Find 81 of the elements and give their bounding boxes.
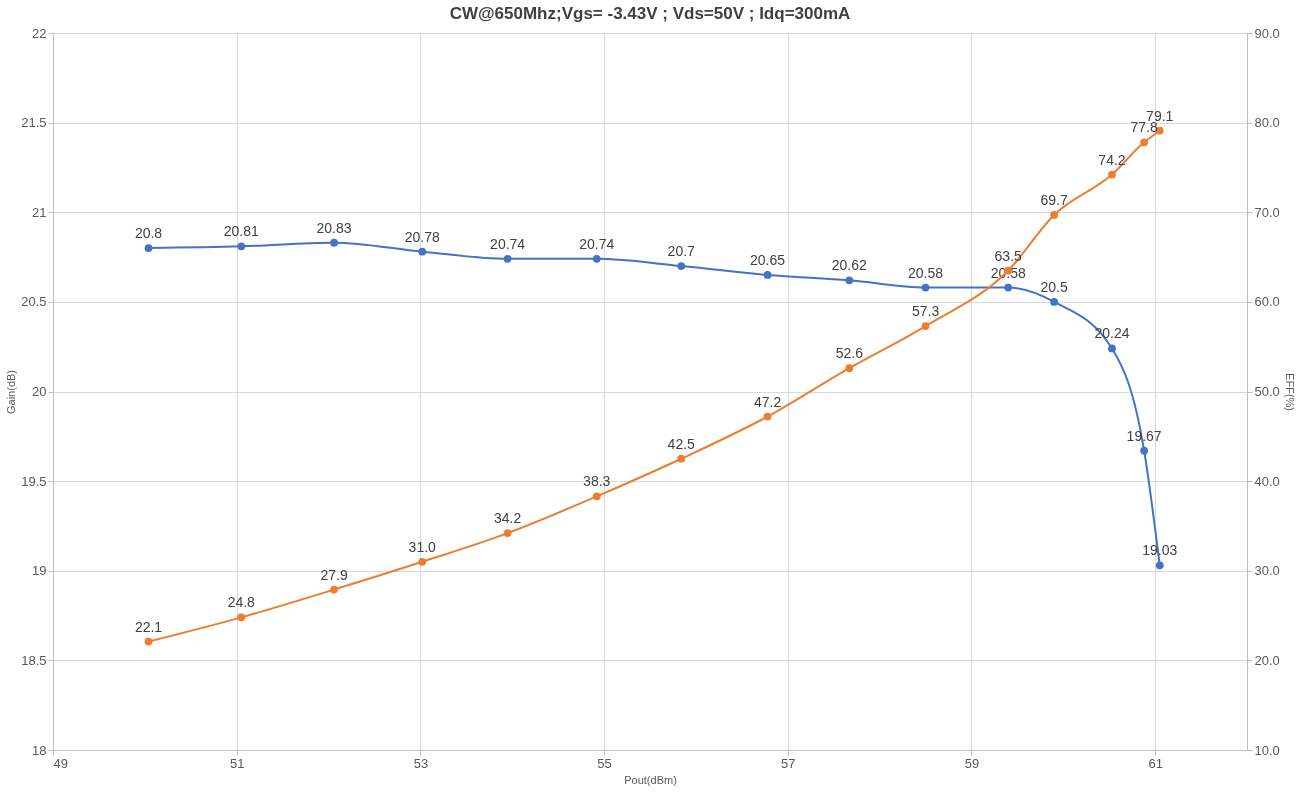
x-tick-label: 57 (781, 755, 796, 771)
point (418, 557, 427, 566)
data-label: 38.3 (583, 473, 611, 490)
y-axis-title: Gain(dB) (5, 369, 18, 415)
data-label: 20.58 (908, 264, 944, 281)
y2-tick-label: 80.0 (1254, 115, 1280, 131)
point (144, 244, 153, 252)
data-label: 20.65 (750, 251, 786, 268)
data-label: 24.8 (227, 594, 256, 611)
point (418, 247, 427, 256)
y2-tick-label: 60.0 (1254, 294, 1280, 310)
data-label: 52.6 (835, 345, 864, 362)
point (503, 254, 512, 263)
x-tick-label: 51 (229, 755, 245, 771)
y2-tick-label: 40.0 (1254, 473, 1280, 489)
data-label: 42.5 (667, 435, 696, 452)
chart-title: CW@650Mhz;Vgs= -3.43V ; Vds=50V ; Idq=300mA (449, 4, 851, 23)
point (845, 276, 854, 285)
data-label: 63.5 (994, 247, 1023, 264)
point (677, 262, 686, 270)
x-tick-label: 59 (964, 755, 980, 771)
y-tick-label: 22 (32, 25, 47, 41)
data-label: 31.0 (408, 538, 437, 555)
point (677, 454, 686, 463)
data-label: 74.2 (1098, 151, 1126, 168)
data-label: 20.8 (134, 225, 163, 242)
point (237, 242, 246, 251)
y2-axis-title: EFF(%) (1283, 373, 1296, 411)
point (1108, 344, 1116, 353)
data-label: 20.81 (223, 223, 260, 240)
data-label: 27.9 (320, 566, 348, 583)
x-tick-label: 55 (597, 755, 612, 771)
y-tick-label: 21 (32, 204, 47, 220)
data-label: 22.1 (134, 618, 163, 635)
point (237, 613, 246, 622)
point (330, 238, 338, 247)
point (1050, 211, 1058, 219)
point (592, 254, 601, 263)
x-tick-label: 53 (413, 755, 429, 771)
point (1155, 561, 1164, 570)
point (1004, 283, 1013, 292)
y-tick-label: 19 (32, 563, 47, 579)
data-label: 20.5 (1040, 278, 1068, 295)
point (503, 529, 512, 537)
data-label: 20.78 (404, 228, 440, 245)
data-label: 34.2 (494, 510, 522, 527)
point (1108, 170, 1116, 179)
data-label: 20.83 (316, 219, 352, 236)
point (592, 492, 601, 501)
data-label: 69.7 (1040, 191, 1068, 208)
y2-tick-label: 10.0 (1254, 742, 1280, 758)
y2-tick-label: 50.0 (1254, 384, 1280, 399)
point (1050, 298, 1058, 306)
y2-tick-label: 70.0 (1254, 204, 1280, 220)
x-tick-label: 61 (1148, 755, 1163, 771)
data-label: 20.74 (490, 235, 526, 252)
y-tick-label: 20 (32, 384, 47, 399)
point (845, 364, 854, 373)
point (144, 637, 153, 646)
y-tick-label: 20.5 (21, 294, 47, 310)
y-tick-label: 18.5 (21, 652, 47, 668)
y-tick-label: 19.5 (21, 473, 47, 489)
point (1140, 446, 1149, 455)
point (1140, 138, 1149, 147)
point (763, 271, 772, 279)
point (763, 412, 772, 421)
data-label: 57.3 (911, 303, 940, 320)
x-axis-title: Pout(dBm) (624, 773, 677, 786)
data-label: 47.2 (753, 393, 782, 410)
data-label: 20.7 (667, 243, 696, 260)
data-label: 20.74 (579, 235, 615, 252)
point (330, 585, 338, 594)
y2-tick-label: 20.0 (1254, 652, 1280, 668)
y-tick-label: 18 (32, 742, 47, 758)
y2-tick-label: 30.0 (1254, 563, 1280, 579)
x-tick-label: 49 (53, 755, 68, 771)
y-tick-label: 21.5 (21, 115, 47, 131)
y2-tick-label: 90.0 (1254, 25, 1280, 41)
point (921, 283, 930, 292)
point (921, 322, 930, 330)
data-label: 20.62 (831, 257, 868, 274)
